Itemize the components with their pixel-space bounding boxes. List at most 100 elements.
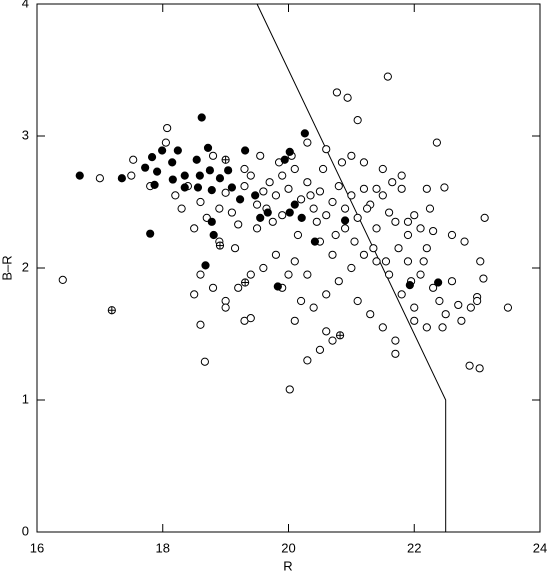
y-axis-label: B–R xyxy=(0,255,14,280)
point-marker xyxy=(235,195,245,204)
x-tick-label: 16 xyxy=(30,540,44,555)
point xyxy=(146,229,155,238)
point-marker xyxy=(180,183,189,192)
point-marker xyxy=(227,208,237,217)
point-marker xyxy=(372,257,381,266)
point xyxy=(240,182,249,191)
point xyxy=(334,182,343,191)
point-marker xyxy=(347,151,356,160)
point xyxy=(435,296,444,306)
point-marker xyxy=(475,364,484,373)
point xyxy=(309,303,318,312)
point xyxy=(208,283,218,292)
point xyxy=(422,323,431,332)
point xyxy=(340,216,350,225)
point-marker xyxy=(285,385,294,394)
point xyxy=(454,300,463,310)
point xyxy=(117,174,126,183)
point-marker xyxy=(480,213,489,222)
point xyxy=(171,191,180,200)
point-marker xyxy=(246,314,255,323)
point xyxy=(127,171,136,180)
point xyxy=(303,356,312,365)
point-marker xyxy=(366,310,375,319)
y-tick-label: 1 xyxy=(22,391,29,406)
point xyxy=(460,237,469,246)
point-marker xyxy=(310,237,320,246)
point-marker xyxy=(150,180,159,189)
point-marker xyxy=(168,175,177,184)
point-marker xyxy=(163,123,172,133)
point xyxy=(397,290,406,299)
point xyxy=(209,230,218,240)
point-marker xyxy=(403,217,413,226)
point-marker xyxy=(334,277,343,286)
point-marker xyxy=(340,216,350,225)
point-marker xyxy=(227,183,237,192)
point xyxy=(215,204,224,213)
point xyxy=(343,93,352,102)
point-marker xyxy=(259,263,268,273)
point xyxy=(475,364,484,373)
x-tick-label: 22 xyxy=(407,540,421,555)
x-tick-label: 20 xyxy=(281,540,295,555)
point xyxy=(372,224,381,233)
point-marker xyxy=(331,230,340,240)
point-marker xyxy=(466,303,475,312)
point-marker xyxy=(259,187,268,196)
point-marker xyxy=(405,281,414,290)
point-marker xyxy=(303,356,312,365)
point-marker xyxy=(303,138,312,147)
point-marker xyxy=(465,361,474,370)
point xyxy=(359,158,369,167)
point xyxy=(378,164,387,174)
point-marker xyxy=(378,164,387,174)
point xyxy=(208,151,218,160)
point xyxy=(147,153,157,162)
point xyxy=(410,303,419,312)
point xyxy=(230,244,240,253)
point xyxy=(290,257,299,266)
point xyxy=(315,187,325,196)
point xyxy=(306,191,315,200)
point xyxy=(465,361,474,370)
point-marker xyxy=(161,138,170,147)
point xyxy=(180,171,189,180)
point-marker xyxy=(353,296,362,306)
point-marker xyxy=(332,88,342,97)
point xyxy=(158,146,167,155)
point-marker xyxy=(422,323,431,332)
point xyxy=(303,138,312,147)
point-marker xyxy=(378,191,387,200)
point xyxy=(246,171,255,180)
point xyxy=(334,277,343,286)
point-marker xyxy=(201,261,210,270)
point-marker xyxy=(290,200,299,209)
point-marker xyxy=(359,158,369,167)
point xyxy=(432,138,441,147)
point-marker xyxy=(296,195,306,204)
point xyxy=(265,178,274,187)
point-marker xyxy=(290,257,299,266)
point xyxy=(440,183,449,192)
point xyxy=(328,250,337,259)
point xyxy=(378,323,387,332)
point xyxy=(268,217,277,226)
point xyxy=(75,171,84,180)
point xyxy=(322,290,331,299)
point-marker xyxy=(416,270,425,279)
y-tick-label: 3 xyxy=(22,127,29,142)
point-marker xyxy=(340,204,350,213)
point-marker xyxy=(410,211,419,220)
point-marker xyxy=(256,213,265,222)
point-marker xyxy=(391,217,400,226)
point-marker xyxy=(190,290,199,299)
point-marker xyxy=(328,250,337,259)
point-marker xyxy=(196,320,205,329)
point-marker xyxy=(473,296,482,306)
point xyxy=(429,283,438,292)
point-marker xyxy=(429,283,438,292)
point xyxy=(350,237,359,246)
point xyxy=(394,244,403,253)
point-marker xyxy=(290,164,299,174)
